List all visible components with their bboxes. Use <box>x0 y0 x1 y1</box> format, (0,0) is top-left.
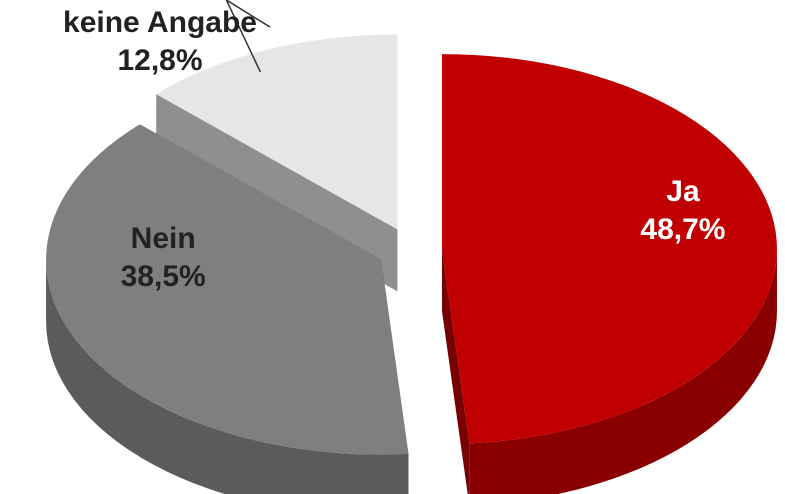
category-label: Nein <box>131 222 196 255</box>
slice-side <box>441 249 470 494</box>
value-label: 38,5% <box>121 260 206 293</box>
leader-line <box>225 0 271 73</box>
pie-slice <box>46 124 409 494</box>
category-label: Ja <box>666 175 700 208</box>
slice-top <box>441 54 777 444</box>
value-label: 12,8% <box>117 44 202 77</box>
slice-top <box>46 124 409 455</box>
slice-wall <box>46 259 409 494</box>
value-label: 48,7% <box>640 213 725 246</box>
slice-wall <box>469 249 777 494</box>
category-label: keine Angabe <box>63 6 257 39</box>
slice-top <box>156 34 398 230</box>
pie-slice <box>441 54 777 494</box>
